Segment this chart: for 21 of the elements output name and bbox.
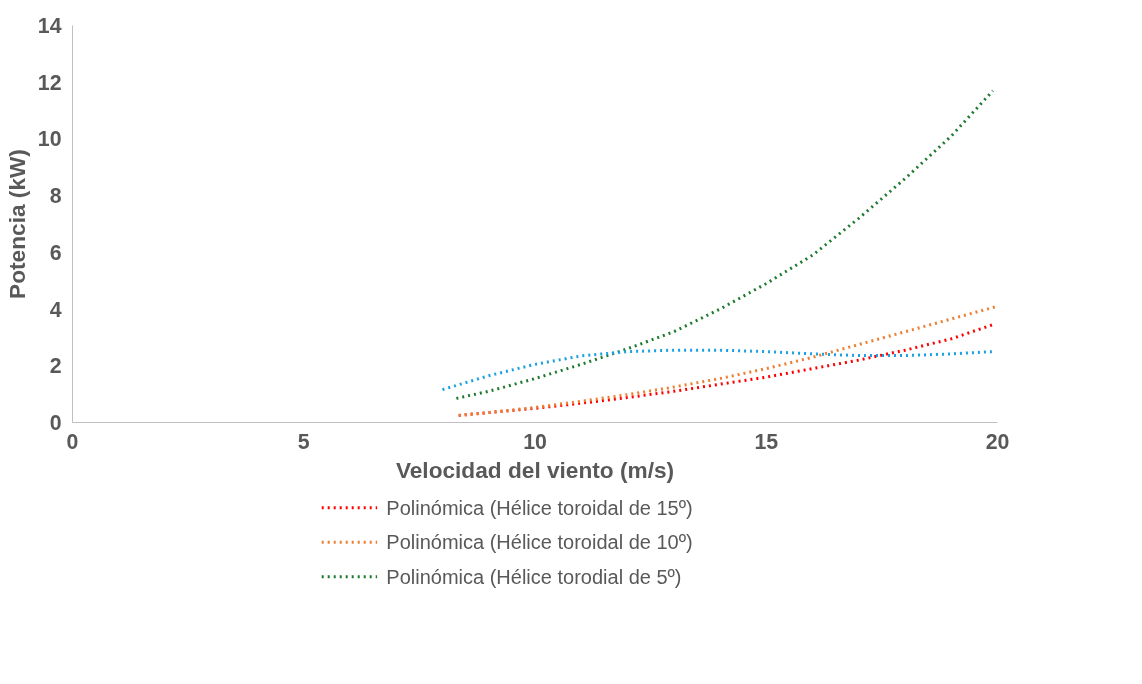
x-tick-label: 20	[985, 429, 1010, 454]
y-tick-label: 2	[49, 354, 62, 379]
x-tick-label: 10	[523, 429, 547, 454]
legend-label: Polinómica (Hélice torodial de 5º)	[386, 565, 682, 588]
y-tick-label: 12	[37, 70, 62, 95]
legend-label: Polinómica (Hélice toroidal de 15º)	[386, 496, 693, 519]
y-tick-label: 0	[49, 411, 62, 435]
y-tick-label: 4	[49, 297, 62, 322]
line-series	[457, 304, 998, 417]
y-tick-label: 6	[49, 240, 62, 265]
line-series	[454, 89, 995, 400]
y-tick-label: 8	[49, 184, 62, 209]
x-tick-label: 0	[66, 429, 79, 454]
x-axis-title: Velocidad del viento (m/s)	[395, 456, 675, 483]
y-axis-title: Potencia (kW)	[3, 149, 30, 299]
legend-label: Polinómica (Hélice toroidal de 10º)	[386, 531, 693, 554]
x-tick-label: 15	[754, 429, 779, 454]
y-tick-label: 10	[37, 127, 62, 152]
x-tick-label: 5	[297, 429, 310, 454]
y-tick-label: 14	[37, 14, 62, 38]
line-series	[441, 348, 995, 392]
